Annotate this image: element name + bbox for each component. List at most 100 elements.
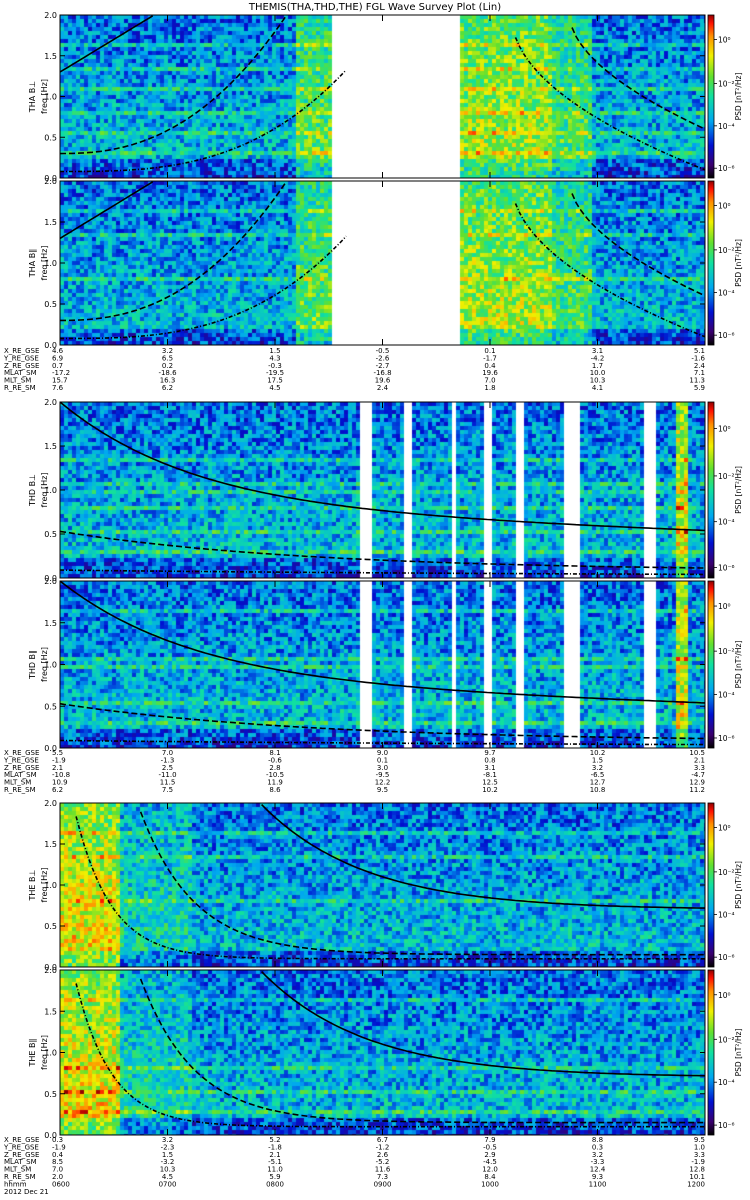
- ephemeris-value: 19.6: [375, 377, 391, 385]
- ephemeris-value: -2.6: [376, 354, 390, 362]
- ephemeris-value: 8.8: [592, 1136, 603, 1144]
- colorbar-tick-label: 10⁻⁴: [718, 518, 735, 527]
- ephemeris-value: 2.8: [269, 764, 280, 772]
- ephemeris-row-name: Y_RE_GSE: [3, 1143, 39, 1151]
- colorbar-tick-label: 10⁻⁴: [718, 691, 735, 700]
- ephemeris-value: 10.0: [590, 369, 606, 377]
- fce-half-curve: [139, 811, 705, 956]
- y-tick-label: 2.0: [44, 177, 57, 186]
- colorbar-tick-label: 10⁻²: [718, 79, 735, 88]
- panel-label: THA B∥: [28, 249, 37, 278]
- spectrogram-image: [60, 15, 705, 178]
- fce-curve: [59, 181, 154, 240]
- ephemeris-value: -1.6: [691, 354, 705, 362]
- ephemeris-value: -1.8: [268, 1143, 282, 1151]
- ephemeris-value: 2.6: [377, 1151, 389, 1159]
- y-tick-label: 1.0: [44, 881, 57, 890]
- ephemeris-value: 10.8: [590, 786, 606, 794]
- y-tick-label: 2.0: [44, 966, 57, 975]
- ephemeris-value: 4.6: [52, 347, 64, 355]
- colorbar-tick-label: 10⁻²: [718, 868, 735, 877]
- ephemeris-value: -0.6: [268, 756, 282, 764]
- ephemeris-value: 12.4: [590, 1166, 606, 1174]
- ephemeris-value: 3.2: [592, 764, 603, 772]
- colorbar-tick-label: 10⁰: [718, 424, 731, 433]
- freq-axis-label: freq [Hz]: [40, 647, 49, 682]
- colorbar-label: PSD [nT²/Hz]: [734, 73, 743, 121]
- ephemeris-value: -1.9: [52, 1143, 66, 1151]
- colorbar-tick-label: 10⁰: [718, 202, 731, 211]
- y-tick-label: 0.0: [44, 574, 57, 583]
- ephemeris-value: 1.8: [484, 384, 495, 392]
- ephemeris-row-name: Z_RE_GSE: [4, 764, 39, 772]
- ephemeris-value: 10.9: [52, 779, 68, 787]
- fce-tenth-curve: [60, 69, 347, 173]
- ephemeris-row-name: MLT_SM: [4, 377, 31, 385]
- ephemeris-value: 15.7: [52, 377, 68, 385]
- y-tick-label: 0.5: [44, 1090, 57, 1099]
- panel-label: THD B⊥: [28, 474, 37, 507]
- ephemeris-value: 2.4: [377, 384, 389, 392]
- ephemeris-value: 0.4: [484, 362, 496, 370]
- ephemeris-value: 12.9: [689, 779, 705, 787]
- ephemeris-value: -10.5: [266, 771, 284, 779]
- ephemeris-value: -0.5: [376, 347, 390, 355]
- ephemeris-value: 6.5: [162, 354, 173, 362]
- ephemeris-block: X_RE_GSE 4.6 3.2 1.5 -0.5 0.1 3.1 5.1 Y_RE_GSE 6.…: [3, 347, 706, 392]
- ephemeris-value: 8.6: [269, 786, 281, 794]
- ephemeris-value: 6.9: [52, 354, 63, 362]
- fce-curve: [59, 580, 706, 704]
- y-tick-label: 0.0: [44, 744, 57, 753]
- ephemeris-value: -1.7: [483, 354, 497, 362]
- ephemeris-value: 0.8: [484, 756, 495, 764]
- ephemeris-value: 0.3: [592, 1143, 603, 1151]
- ephemeris-row-name: Z_RE_GSE: [4, 362, 39, 370]
- y-tick-label: 0.0: [44, 174, 57, 183]
- colorbar: [707, 802, 715, 968]
- y-tick-label: 2.0: [44, 398, 57, 407]
- ephemeris-value: 7.6: [52, 384, 64, 392]
- colorbar-tick-label: 10⁻⁶: [718, 734, 735, 743]
- y-tick-label: 1.0: [44, 1049, 57, 1058]
- fce-half-curve-right: [571, 27, 706, 130]
- ephemeris-value: 4.5: [269, 384, 280, 392]
- ephemeris-value: 0.4: [52, 1151, 64, 1159]
- ephemeris-value: 3.2: [162, 347, 173, 355]
- ephemeris-value: 10.1: [689, 1173, 705, 1181]
- colorbar-tick-label: 10⁰: [718, 35, 731, 44]
- ephemeris-value: 3.0: [377, 764, 388, 772]
- ephemeris-row-name: MLT_SM: [4, 1166, 31, 1174]
- ephemeris-value: 4.1: [592, 384, 603, 392]
- y-tick-label: 1.5: [44, 1007, 57, 1016]
- ephemeris-value: 6.2: [52, 786, 63, 794]
- ephemeris-value: 10.2: [590, 749, 606, 757]
- ephemeris-value: 9.7: [484, 749, 495, 757]
- ephemeris-value: 7.0: [484, 377, 495, 385]
- ephemeris-row-name: R_RE_SM: [4, 1173, 36, 1181]
- colorbar-tick-label: 10⁻⁶: [718, 164, 735, 173]
- spectrogram-image: [60, 581, 705, 748]
- colorbar-tick-label: 10⁻⁶: [718, 331, 735, 340]
- ephemeris-value: 7.1: [694, 369, 705, 377]
- y-tick-label: 0.0: [44, 963, 57, 972]
- ephemeris-row-name: X_RE_GSE: [4, 347, 39, 355]
- freq-axis-label: freq [Hz]: [40, 246, 49, 281]
- panel-the-bpar: 0.0 0.5 1.0 1.5 2.0 THE B∥ freq [Hz] 10⁰ 10⁻² 10⁻…: [28, 966, 743, 1140]
- ephemeris-value: 12.5: [482, 779, 498, 787]
- ephemeris-value: 7.0: [52, 1166, 63, 1174]
- y-tick-label: 1.0: [44, 93, 57, 102]
- freq-axis-label: freq [Hz]: [40, 473, 49, 508]
- ephemeris-value: 1.5: [592, 756, 603, 764]
- ephemeris-value: -4.7: [691, 771, 705, 779]
- ephemeris-value: -3.2: [161, 1158, 175, 1166]
- ephemeris-value: 4.5: [162, 1173, 173, 1181]
- colorbar: [707, 401, 715, 579]
- spectrogram-image: [60, 803, 705, 967]
- ephemeris-value: 1000: [481, 1180, 499, 1188]
- fce-half-curve: [59, 530, 705, 569]
- ephemeris-value: 7.3: [377, 1173, 388, 1181]
- colorbar-label: PSD [nT²/Hz]: [734, 861, 743, 909]
- fce-tenth-curve: [60, 235, 347, 340]
- panel-label: THE B∥: [28, 1039, 37, 1068]
- ephemeris-row-name: Y_RE_GSE: [3, 756, 39, 764]
